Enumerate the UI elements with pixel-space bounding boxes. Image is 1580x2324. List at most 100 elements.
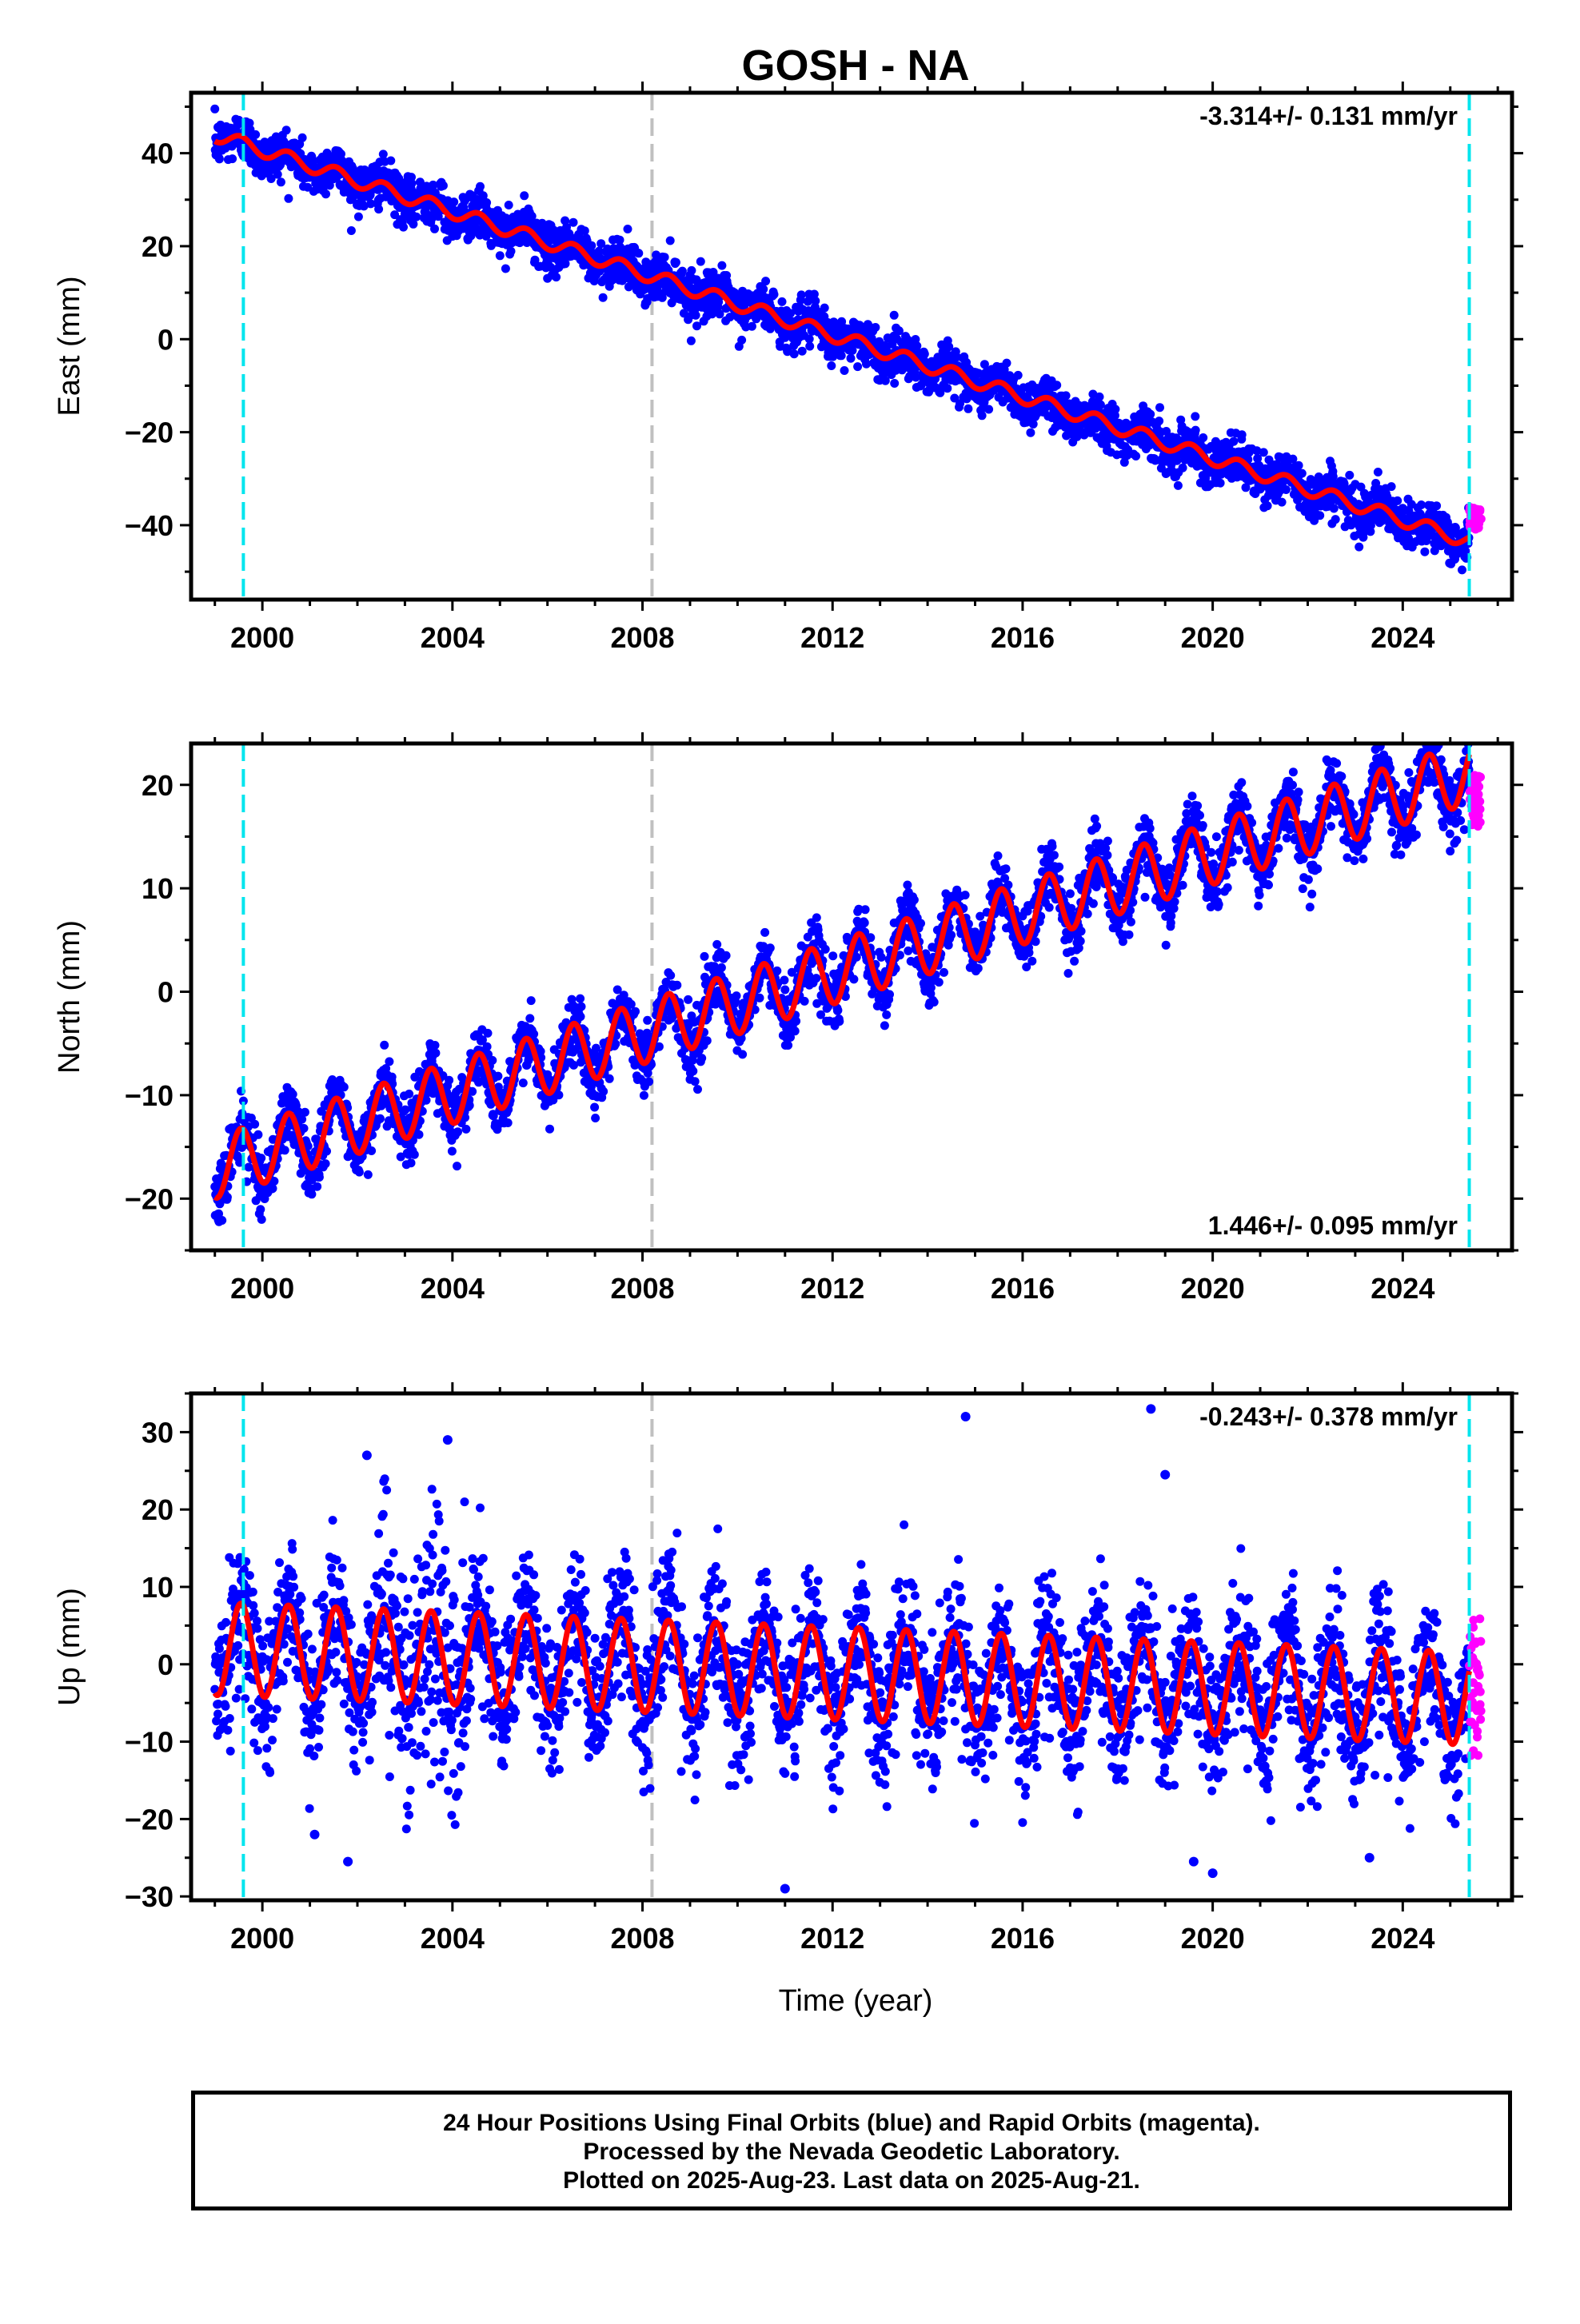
north-final-point — [465, 1101, 474, 1110]
east-final-point — [1062, 391, 1071, 400]
east-final-point — [215, 154, 224, 163]
east-y-tick-label: 40 — [142, 138, 174, 170]
east-final-point — [871, 323, 880, 332]
east-final-point — [1155, 403, 1164, 412]
east-final-point — [284, 194, 293, 203]
east-final-point — [687, 337, 696, 345]
north-final-point — [364, 1170, 373, 1179]
north-final-point — [640, 1091, 648, 1100]
east-final-point — [1179, 464, 1187, 472]
north-final-point — [529, 1030, 538, 1038]
east-y-tick-label: −20 — [125, 417, 174, 449]
north-final-point — [576, 995, 585, 1003]
east-final-point — [1052, 381, 1061, 389]
east-final-point — [1345, 471, 1354, 480]
east-final-point — [1131, 452, 1140, 460]
east-final-point — [210, 105, 219, 114]
north-final-point — [554, 1090, 563, 1099]
east-final-point — [1295, 461, 1303, 470]
east-final-point — [321, 189, 330, 198]
north-final-point — [792, 1017, 800, 1026]
north-final-point — [315, 1173, 324, 1182]
east-x-tick-label: 2008 — [610, 621, 674, 654]
east-final-point — [501, 265, 510, 273]
north-final-point — [688, 1066, 697, 1075]
north-final-point — [376, 1114, 385, 1123]
east-y-tick-label: 20 — [142, 230, 174, 263]
east-final-point — [1259, 448, 1268, 456]
east-final-point — [1378, 516, 1386, 525]
north-final-point — [666, 971, 675, 980]
north-final-point — [431, 1049, 440, 1058]
east-final-point — [1298, 469, 1307, 478]
north-plot-area — [210, 719, 1485, 1250]
north-final-point — [322, 1147, 331, 1156]
north-final-point — [313, 1182, 321, 1191]
north-final-point — [591, 1114, 600, 1122]
north-final-point — [380, 1041, 389, 1050]
east-final-point — [778, 297, 787, 306]
east-final-point — [759, 285, 768, 293]
east-final-point — [1216, 479, 1225, 488]
north-final-point — [672, 981, 681, 990]
north-final-point — [577, 1003, 586, 1011]
east-final-point — [1111, 405, 1119, 413]
east-final-point — [770, 290, 779, 299]
east-x-tick-label: 2012 — [800, 621, 864, 654]
east-final-point — [1095, 393, 1104, 401]
east-final-point — [1331, 515, 1340, 524]
east-final-point — [943, 384, 952, 393]
east-final-point — [1146, 410, 1155, 419]
north-final-point — [223, 1193, 232, 1202]
east-final-point — [634, 249, 643, 257]
north-final-point — [766, 943, 775, 952]
north-final-point — [410, 1150, 419, 1159]
east-final-point — [552, 273, 561, 281]
east-final-point — [687, 266, 696, 275]
east-final-point — [298, 134, 307, 142]
north-final-point — [525, 1014, 534, 1022]
north-final-point — [257, 1215, 266, 1224]
east-final-point — [748, 322, 756, 331]
east-x-tick-label: 2016 — [991, 621, 1055, 654]
north-final-point — [321, 1159, 330, 1168]
east-final-point — [920, 349, 929, 358]
north-final-point — [453, 1162, 461, 1170]
east-final-point — [837, 351, 846, 360]
north-final-point — [256, 1205, 265, 1214]
north-final-point — [717, 963, 726, 972]
north-final-point — [703, 1036, 712, 1045]
east-final-point — [1432, 501, 1441, 510]
east-final-point — [505, 201, 513, 209]
east-final-point — [273, 170, 282, 179]
east-final-point — [1374, 468, 1382, 476]
east-final-point — [790, 349, 799, 358]
east-final-point — [430, 225, 439, 233]
north-final-point — [644, 1078, 653, 1086]
east-final-point — [1003, 359, 1011, 368]
east-final-point — [761, 277, 770, 285]
east-final-point — [890, 379, 899, 388]
north-final-point — [289, 1090, 297, 1098]
north-final-point — [483, 1042, 492, 1051]
east-final-point — [520, 191, 529, 200]
east-rate-label: -3.314+/- 0.131 mm/yr — [1199, 102, 1458, 130]
north-final-point — [545, 1125, 554, 1134]
north-final-orbit-points — [210, 719, 1473, 1226]
north-final-point — [780, 976, 788, 985]
east-final-point — [1393, 496, 1402, 505]
north-final-point — [722, 951, 731, 960]
north-final-point — [445, 1076, 453, 1085]
north-final-point — [281, 1146, 289, 1154]
east-rapid-point — [1471, 524, 1480, 533]
east-final-point — [1420, 548, 1429, 556]
east-final-point — [737, 336, 746, 345]
north-final-point — [712, 940, 721, 949]
north-final-point — [519, 1078, 528, 1087]
north-final-point — [732, 991, 741, 1000]
east-final-point — [1263, 501, 1272, 510]
east-final-point — [587, 241, 596, 250]
north-final-point — [504, 1118, 513, 1127]
north-final-point — [700, 952, 709, 961]
